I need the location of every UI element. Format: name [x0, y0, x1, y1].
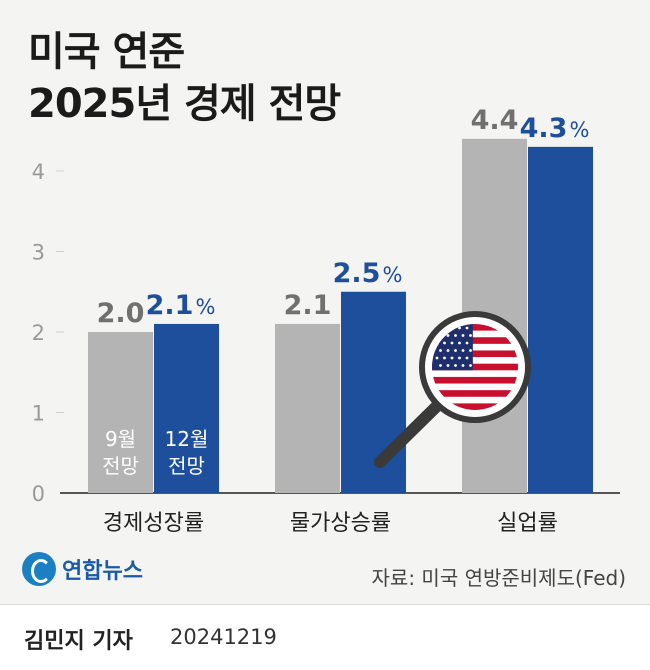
- legend-label: 12월: [165, 427, 209, 451]
- unit-suffix: %: [569, 118, 589, 142]
- title-line-2: 2025년 경제 전망: [28, 81, 341, 127]
- flag-star: [469, 349, 472, 352]
- flag-star: [458, 341, 461, 345]
- data-label: 2.0: [97, 298, 145, 329]
- flag-stripe: [432, 396, 518, 404]
- y-tick-label: 3: [32, 241, 45, 265]
- y-tick-label: 0: [32, 482, 45, 506]
- flag-stripe: [432, 383, 518, 391]
- publish-date: 20241219: [170, 625, 277, 649]
- data-label: 4.4: [471, 105, 519, 136]
- flag-stripe: [432, 363, 518, 371]
- category-label: 경제성장률: [103, 511, 204, 536]
- chart-title: 미국 연준 2025년 경제 전망: [28, 26, 341, 130]
- footer: 김민지 기자 20241219: [0, 604, 650, 670]
- y-tick-label: 4: [32, 160, 45, 184]
- bar-dec: [341, 291, 406, 493]
- legend-label: 9월: [105, 427, 136, 451]
- y-tick-label: 2: [32, 321, 45, 345]
- flag-stripe: [432, 403, 518, 410]
- flag-star: [435, 356, 439, 360]
- title-line-1: 미국 연준: [28, 29, 185, 75]
- bar-dec: [528, 146, 593, 493]
- us-flag-icon: [432, 324, 518, 410]
- flag-star: [446, 349, 450, 352]
- flag-star: [443, 356, 446, 360]
- flag-star: [458, 326, 461, 330]
- flag-star: [450, 341, 454, 345]
- flag-stripe: [432, 350, 518, 358]
- flag-stripe: [432, 324, 518, 332]
- data-label: 2.1%: [146, 290, 216, 321]
- flag-star: [469, 364, 472, 367]
- flag-star: [454, 349, 457, 352]
- source-note: 자료: 미국 연방준비제도(Fed): [371, 566, 626, 590]
- flag-stripe: [432, 376, 518, 385]
- bar-chart: 0 1 2 3 4 2.0 2.1% 경제성장률 2.12.5% 물가상승률 4.4 4.3% 실업률 9…: [32, 105, 620, 536]
- bar-dec: [154, 323, 219, 493]
- flag-stripe: [432, 370, 518, 378]
- flag-stripe: [432, 390, 518, 398]
- yonhap-logo: 연합뉴스: [22, 552, 143, 586]
- unit-suffix: %: [382, 263, 402, 287]
- logo-text: 연합뉴스: [62, 559, 143, 584]
- flag-stripe: [432, 343, 518, 351]
- magnifier-handle: [374, 399, 444, 468]
- flag-star: [450, 356, 454, 360]
- data-label: 2.5%: [333, 258, 403, 289]
- y-tick-label: 1: [32, 402, 45, 426]
- flag-star: [461, 364, 465, 367]
- flag-star: [465, 356, 469, 360]
- data-label: 2.1: [284, 290, 332, 321]
- reporter-name: 김민지 기자: [24, 629, 133, 654]
- flag-star: [439, 349, 442, 352]
- flag-star: [439, 364, 442, 367]
- flag-stripe: [432, 337, 518, 345]
- flag-star: [446, 364, 450, 367]
- bar-sep: [275, 323, 340, 493]
- category-label: 실업률: [497, 511, 558, 536]
- flag-stripe: [432, 357, 518, 365]
- category-label: 물가상승률: [290, 511, 391, 536]
- flag-star: [461, 334, 465, 337]
- unit-suffix: %: [195, 295, 215, 319]
- data-label: 4.3%: [520, 113, 590, 144]
- flag-star: [465, 326, 469, 330]
- flag-star: [465, 341, 469, 345]
- legend-label: 전망: [102, 454, 139, 478]
- flag-star: [454, 364, 457, 367]
- flag-star: [461, 349, 465, 352]
- flag-star: [446, 334, 450, 337]
- flag-star: [458, 356, 461, 360]
- flag-star: [469, 334, 472, 337]
- bar-sep: [88, 332, 153, 493]
- flag-stripe: [432, 330, 518, 338]
- flag-star: [443, 341, 446, 345]
- legend-label: 전망: [168, 454, 205, 478]
- flag-star: [454, 334, 457, 337]
- yonhap-logo-icon: [22, 552, 56, 586]
